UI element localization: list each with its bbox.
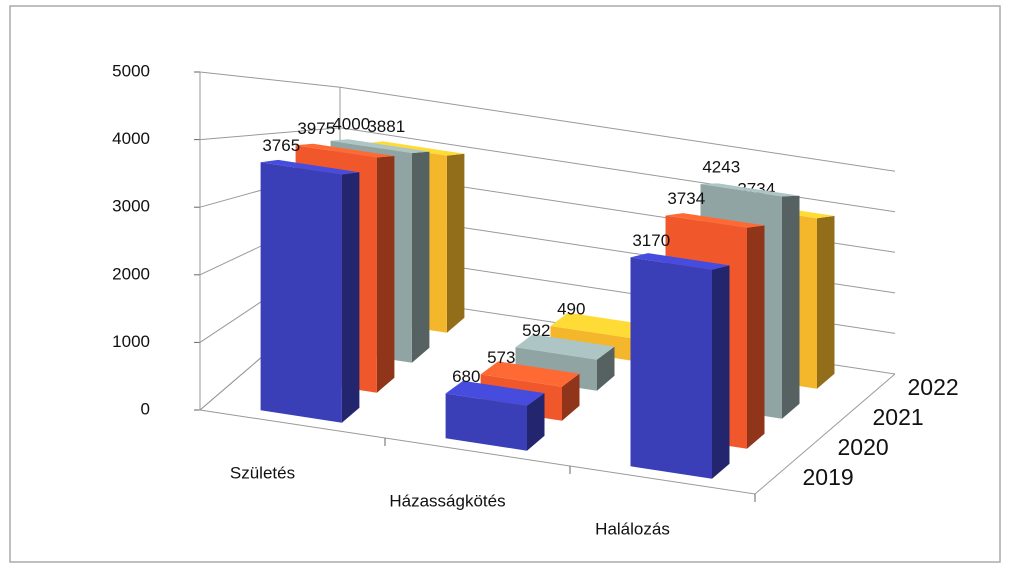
bar-top [630,253,730,270]
bar-top [700,183,800,197]
value-label: 490 [557,300,585,319]
bar-top [295,143,395,158]
bar-top [260,159,360,175]
bar-front [630,257,712,479]
bar-top [665,213,765,228]
bar-front [445,393,527,451]
bar-top [515,334,615,360]
y-tick-label: 0 [141,399,150,418]
x-tick-label: Halálozás [595,519,670,538]
x-tick-label: Házasságkötés [389,491,505,510]
bar-side [376,156,395,393]
y-tick-label: 4000 [112,129,150,148]
bar-top [445,380,545,406]
y-tick-label: 3000 [112,197,150,216]
bar [630,253,730,479]
series-label: 2022 [908,374,959,400]
value-label: 3170 [632,231,670,250]
bar-side [712,265,730,479]
y-tick-label: 1000 [112,332,150,351]
value-label: 573 [487,348,515,367]
x-tick-label: Születés [230,463,295,482]
y-tick-label: 5000 [112,61,150,80]
bar-side [817,215,835,389]
bar-top [330,139,430,154]
bar-side [527,393,545,451]
series-label: 2021 [873,404,924,430]
bar-side [747,225,765,449]
bar-top [365,141,465,156]
bar [445,380,545,451]
bar-front [260,162,342,423]
value-label: 3765 [262,136,300,155]
bar [260,159,360,423]
bar-top [480,361,580,387]
bar-side [341,172,360,423]
value-label: 680 [452,367,480,386]
bar-side [446,153,465,333]
value-label: 4000 [332,114,370,133]
value-label: 3975 [297,119,335,138]
bar-side [411,151,430,363]
value-label: 3881 [367,117,405,136]
value-label: 4243 [702,158,740,177]
value-label: 3734 [667,189,705,208]
series-label: 2020 [838,434,889,460]
bar-top [550,312,650,339]
bar-side [597,346,615,391]
bar-side [782,195,800,419]
value-label: 592 [522,321,550,340]
bar-side [562,373,580,421]
series-label: 2019 [803,464,854,490]
y-tick-label: 2000 [112,264,150,283]
